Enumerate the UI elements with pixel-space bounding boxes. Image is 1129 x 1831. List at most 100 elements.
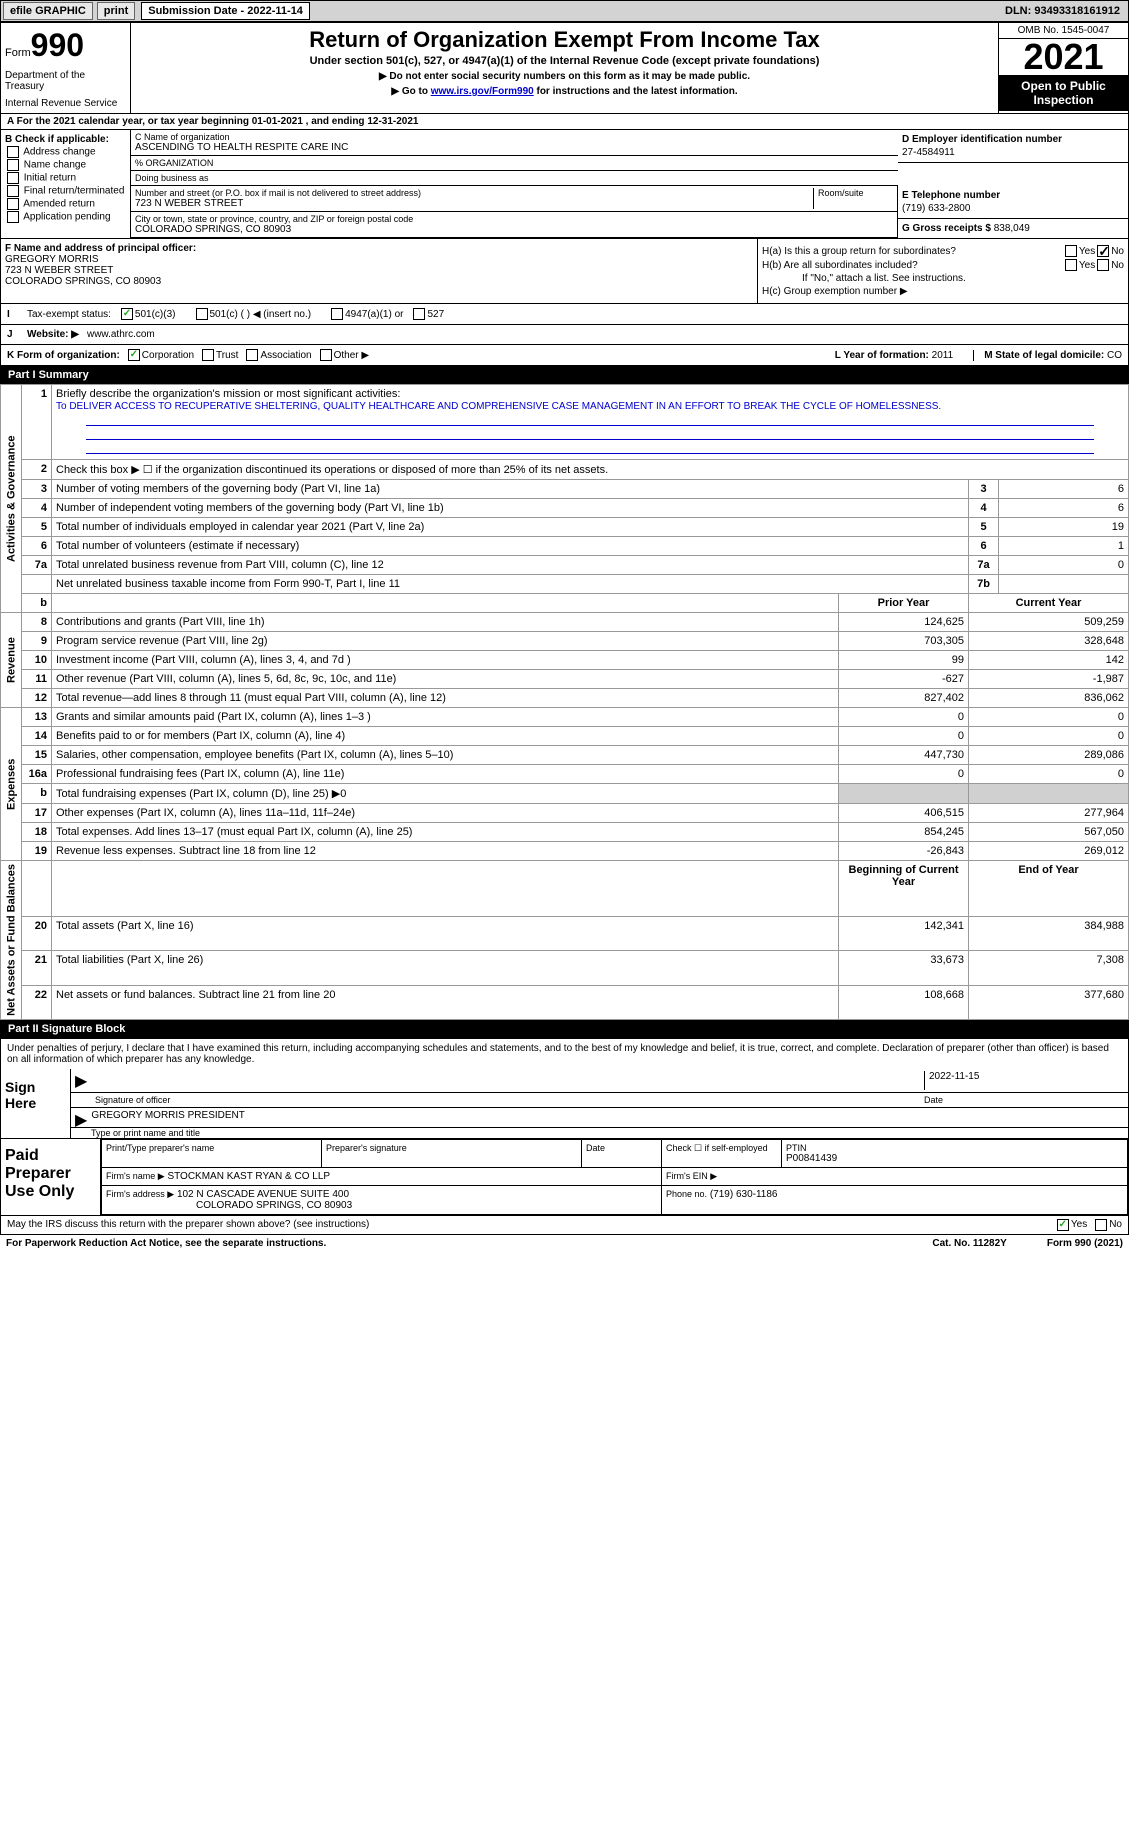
form-subtitle: Under section 501(c), 527, or 4947(a)(1)… xyxy=(135,55,994,67)
form-number: 990 xyxy=(31,27,84,63)
ha-yes[interactable] xyxy=(1065,245,1077,257)
paid-preparer-label: Paid Preparer Use Only xyxy=(1,1139,101,1215)
street-value: 723 N WEBER STREET xyxy=(135,198,813,209)
street-box: Number and street (or P.O. box if mail i… xyxy=(131,186,898,212)
check-527[interactable] xyxy=(413,308,425,320)
hc-label: H(c) Group exemption number ▶ xyxy=(762,286,908,297)
check-initial-return[interactable]: Initial return xyxy=(5,172,126,184)
row-7a: 7aTotal unrelated business revenue from … xyxy=(1,556,1129,575)
sign-here-label: Sign Here xyxy=(1,1069,71,1138)
open-public-badge: Open to Public Inspection xyxy=(999,75,1128,111)
check-final-return[interactable]: Final return/terminated xyxy=(5,185,126,197)
part-i-header: Part I Summary xyxy=(0,366,1129,384)
website-value: www.athrc.com xyxy=(87,329,155,340)
hb-label: H(b) Are all subordinates included? xyxy=(762,260,1063,271)
check-amended[interactable]: Amended return xyxy=(5,198,126,210)
signature-block: Under penalties of perjury, I declare th… xyxy=(0,1038,1129,1139)
summary-table: Activities & Governance 1 Briefly descri… xyxy=(0,384,1129,1020)
col-b-checkboxes: B Check if applicable: Address change Na… xyxy=(1,130,131,238)
check-app-pending[interactable]: Application pending xyxy=(5,211,126,223)
cat-no: Cat. No. 11282Y xyxy=(932,1238,1006,1249)
firm-phone-cell: Phone no. (719) 630-1186 xyxy=(662,1185,1128,1214)
row-k-form-org: K Form of organization: Corporation Trus… xyxy=(0,345,1129,366)
row-7b: Net unrelated business taxable income fr… xyxy=(1,575,1129,594)
check-501c3[interactable] xyxy=(121,308,133,320)
check-other[interactable] xyxy=(320,349,332,361)
row-4: 4Number of independent voting members of… xyxy=(1,499,1129,518)
check-name-change[interactable]: Name change xyxy=(5,159,126,171)
section-b-through-g: B Check if applicable: Address change Na… xyxy=(0,130,1129,239)
phone-box: E Telephone number (719) 633-2800 xyxy=(898,186,1128,219)
hb-no[interactable] xyxy=(1097,259,1109,271)
irs-link[interactable]: www.irs.gov/Form990 xyxy=(431,86,534,97)
part-ii-header: Part II Signature Block xyxy=(0,1020,1129,1038)
check-501c[interactable] xyxy=(196,308,208,320)
instr-ssn: ▶ Do not enter social security numbers o… xyxy=(135,71,994,82)
ein-box: D Employer identification number 27-4584… xyxy=(898,130,1128,163)
row-16b: bTotal fundraising expenses (Part IX, co… xyxy=(1,784,1129,804)
arrow-icon: ▶ xyxy=(75,1110,87,1125)
org-name: ASCENDING TO HEALTH RESPITE CARE INC xyxy=(135,142,894,153)
discuss-no[interactable] xyxy=(1095,1219,1107,1231)
dln-label: DLN: 93493318161912 xyxy=(1005,5,1128,17)
tax-year: 2021 xyxy=(999,39,1128,75)
firm-name-cell: Firm's name ▶ STOCKMAN KAST RYAN & CO LL… xyxy=(102,1167,662,1185)
group-return-box: H(a) Is this a group return for subordin… xyxy=(758,239,1128,303)
perjury-declaration: Under penalties of perjury, I declare th… xyxy=(1,1039,1128,1069)
hb-note: If "No," attach a list. See instructions… xyxy=(762,273,1124,284)
side-revenue: Revenue xyxy=(1,613,22,708)
ha-no[interactable] xyxy=(1097,245,1109,257)
form-ref: Form 990 (2021) xyxy=(1047,1238,1123,1249)
principal-officer: F Name and address of principal officer:… xyxy=(1,239,758,303)
pct-org-box: % ORGANIZATION xyxy=(131,156,898,171)
year-formation: 2011 xyxy=(932,350,954,361)
form-header: Form990 Department of the Treasury Inter… xyxy=(0,22,1129,114)
instr-goto: ▶ Go to www.irs.gov/Form990 for instruct… xyxy=(135,86,994,97)
mission-text: To DELIVER ACCESS TO RECUPERATIVE SHELTE… xyxy=(56,401,941,412)
dept-treasury: Department of the Treasury xyxy=(5,70,126,92)
check-4947[interactable] xyxy=(331,308,343,320)
arrow-icon: ▶ xyxy=(75,1071,87,1090)
firm-ein-cell: Firm's EIN ▶ xyxy=(662,1167,1128,1185)
officer-name: GREGORY MORRIS xyxy=(5,254,753,265)
row-20: 20Total assets (Part X, line 16)142,3413… xyxy=(1,916,1129,950)
row-9: 9Program service revenue (Part VIII, lin… xyxy=(1,632,1129,651)
room-suite: Room/suite xyxy=(813,188,893,209)
side-expenses: Expenses xyxy=(1,708,22,861)
col-b-label: B Check if applicable: xyxy=(5,134,126,145)
row-21: 21Total liabilities (Part X, line 26)33,… xyxy=(1,951,1129,985)
submission-date: Submission Date - 2022-11-14 xyxy=(141,2,310,20)
print-button[interactable]: print xyxy=(97,2,135,20)
row-3: 3Number of voting members of the governi… xyxy=(1,480,1129,499)
row-10: 10Investment income (Part VIII, column (… xyxy=(1,651,1129,670)
check-corporation[interactable] xyxy=(128,349,140,361)
discuss-row: May the IRS discuss this return with the… xyxy=(0,1216,1129,1235)
efile-label: efile GRAPHIC xyxy=(3,2,93,20)
row-6: 6Total number of volunteers (estimate if… xyxy=(1,537,1129,556)
section-f-h: F Name and address of principal officer:… xyxy=(0,239,1129,304)
row-19: 19Revenue less expenses. Subtract line 1… xyxy=(1,842,1129,861)
hb-yes[interactable] xyxy=(1065,259,1077,271)
row-12: 12Total revenue—add lines 8 through 11 (… xyxy=(1,689,1129,708)
irs-label: Internal Revenue Service xyxy=(5,98,126,109)
org-name-box: C Name of organization ASCENDING TO HEAL… xyxy=(131,130,898,156)
check-association[interactable] xyxy=(246,349,258,361)
ein-value: 27-4584911 xyxy=(902,147,1124,158)
side-governance: Activities & Governance xyxy=(1,385,22,613)
phone-value: (719) 633-2800 xyxy=(902,203,1124,214)
firm-addr-cell: Firm's address ▶ 102 N CASCADE AVENUE SU… xyxy=(102,1185,662,1214)
ha-label: H(a) Is this a group return for subordin… xyxy=(762,246,1063,257)
paid-preparer-block: Paid Preparer Use Only Print/Type prepar… xyxy=(0,1139,1129,1216)
self-employed-cell: Check ☐ if self-employed xyxy=(662,1139,782,1167)
prep-name-cell: Print/Type preparer's name xyxy=(102,1139,322,1167)
q2-discontinued: Check this box ▶ ☐ if the organization d… xyxy=(52,460,1129,480)
discuss-yes[interactable] xyxy=(1057,1219,1069,1231)
row-22: 22Net assets or fund balances. Subtract … xyxy=(1,985,1129,1019)
check-address-change[interactable]: Address change xyxy=(5,146,126,158)
row-15: 15Salaries, other compensation, employee… xyxy=(1,746,1129,765)
form-title: Return of Organization Exempt From Incom… xyxy=(135,27,994,53)
row-11: 11Other revenue (Part VIII, column (A), … xyxy=(1,670,1129,689)
row-5: 5Total number of individuals employed in… xyxy=(1,518,1129,537)
check-trust[interactable] xyxy=(202,349,214,361)
row-a-calendar-year: A For the 2021 calendar year, or tax yea… xyxy=(0,114,1129,130)
